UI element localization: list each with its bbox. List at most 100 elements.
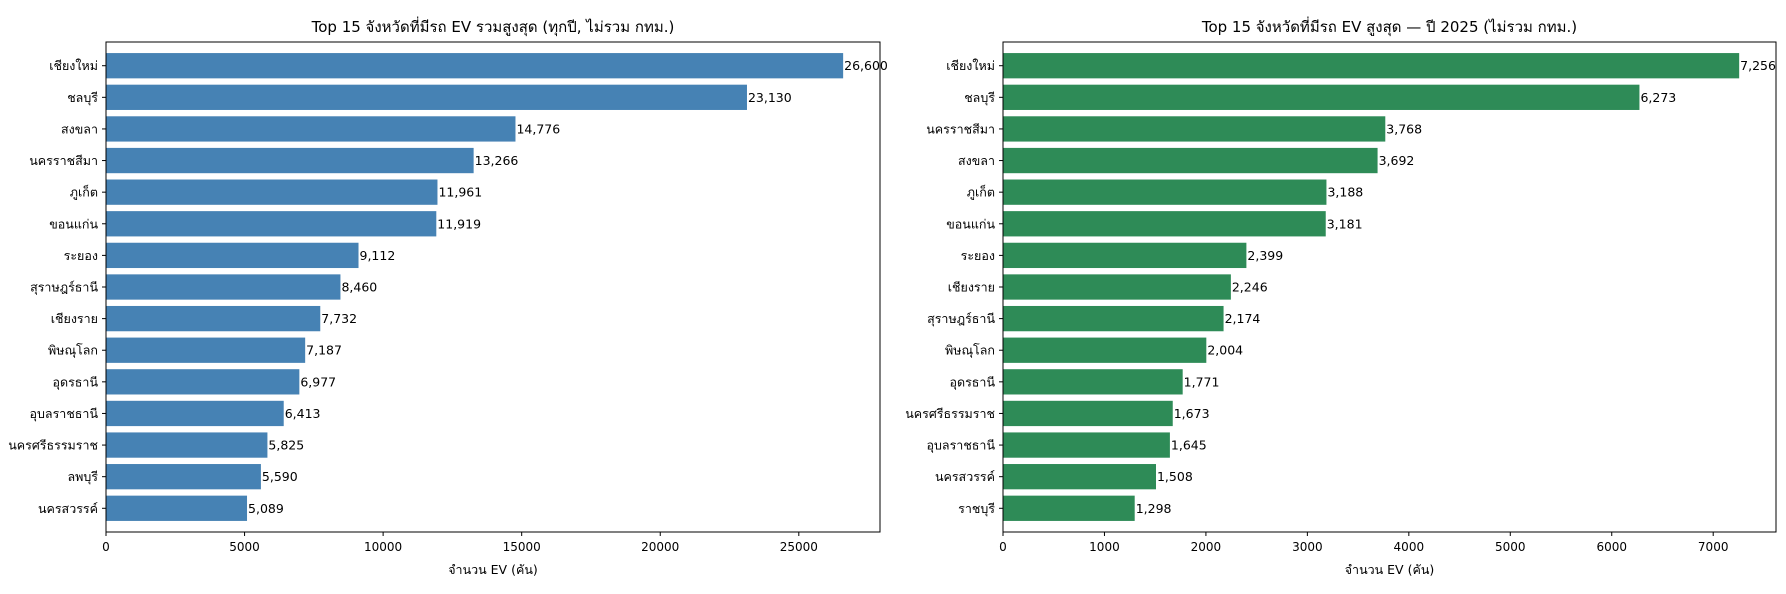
plot-frame <box>1002 41 1777 533</box>
y-tick-label: เชียงใหม่ <box>946 58 995 73</box>
y-tick-label: เชียงราย <box>948 280 995 295</box>
bar <box>1003 84 1640 110</box>
data-label: 2,004 <box>1207 343 1243 358</box>
y-tick-label: นครสวรรค์ <box>935 469 995 484</box>
y-tick-label: เชียงราย <box>51 311 98 326</box>
y-tick-label: ขอนแก่น <box>946 216 995 231</box>
bar <box>106 432 268 458</box>
y-tick-label: อุบลราชธานี <box>926 438 995 454</box>
bar <box>106 305 321 332</box>
bar <box>1003 211 1326 237</box>
chart-panel-total: Top 15 จังหวัดที่มีรถ EV รวมสูงสุด (ทุกป… <box>8 16 888 577</box>
plot-frame <box>105 41 881 533</box>
bar <box>106 116 516 142</box>
x-axis-label: จำนวน EV (คัน) <box>1345 562 1435 577</box>
y-tick-label: ภูเก็ต <box>70 185 98 201</box>
bar <box>1003 337 1207 363</box>
bar <box>1003 464 1156 490</box>
bar <box>1003 495 1135 521</box>
x-tick-label: 1000 <box>1089 540 1120 554</box>
y-tick-label: ลพบุรี <box>67 469 98 485</box>
y-tick-label: สงขลา <box>958 153 995 168</box>
bar <box>106 211 437 237</box>
y-tick-label: นครราชสีมา <box>926 121 995 136</box>
data-label: 3,188 <box>1327 185 1363 200</box>
bar <box>106 84 747 110</box>
x-tick-label: 20000 <box>641 540 679 554</box>
y-tick-label: อุดรธานี <box>52 374 98 390</box>
bar <box>1003 400 1173 427</box>
data-label: 3,181 <box>1327 216 1363 231</box>
data-label: 5,590 <box>262 469 298 484</box>
x-tick-label: 25000 <box>780 540 818 554</box>
y-tick-label: ราชบุรี <box>958 501 995 517</box>
y-tick-label: สงขลา <box>61 121 98 136</box>
data-label: 3,768 <box>1386 121 1422 136</box>
x-tick-label: 0 <box>102 540 110 554</box>
data-label: 5,089 <box>248 501 284 516</box>
bar <box>1003 274 1231 300</box>
y-tick-label: อุดรธานี <box>949 374 995 390</box>
y-tick-label: นครศรีธรรมราช <box>905 406 995 421</box>
y-tick-label: ชลบุรี <box>964 90 995 106</box>
x-tick-label: 10000 <box>364 540 402 554</box>
bar <box>106 369 300 395</box>
x-tick-label: 0 <box>999 540 1007 554</box>
bar <box>1003 116 1386 142</box>
data-label: 2,246 <box>1232 280 1268 295</box>
bar <box>106 147 474 174</box>
bar <box>1003 53 1740 79</box>
bar <box>106 495 248 521</box>
y-tick-label: เชียงใหม่ <box>49 58 98 73</box>
x-tick-label: 2000 <box>1191 540 1222 554</box>
x-axis-label: จำนวน EV (คัน) <box>448 562 538 577</box>
bar <box>1003 432 1170 458</box>
bar <box>106 400 284 427</box>
y-tick-label: นครสวรรค์ <box>38 501 98 516</box>
data-label: 3,692 <box>1379 153 1415 168</box>
y-tick-label: พิษณุโลก <box>945 343 995 359</box>
bar <box>1003 369 1183 395</box>
data-label: 5,825 <box>268 438 304 453</box>
x-tick-label: 4000 <box>1394 540 1425 554</box>
data-label: 1,673 <box>1174 406 1210 421</box>
y-tick-label: ระยอง <box>64 248 98 263</box>
data-label: 7,256 <box>1740 58 1776 73</box>
bar <box>1003 242 1247 269</box>
y-tick-label: ภูเก็ต <box>967 185 995 201</box>
bar <box>1003 305 1224 332</box>
bar <box>106 464 261 490</box>
x-tick-label: 15000 <box>503 540 541 554</box>
data-label: 6,413 <box>285 406 321 421</box>
bar <box>106 274 341 300</box>
bar <box>106 53 844 79</box>
data-label: 6,977 <box>300 374 336 389</box>
data-label: 13,266 <box>475 153 519 168</box>
data-label: 9,112 <box>360 248 396 263</box>
y-tick-label: อุบลราชธานี <box>29 406 98 422</box>
data-label: 14,776 <box>516 121 560 136</box>
bar <box>106 179 438 205</box>
bar <box>106 337 306 363</box>
bar <box>1003 147 1378 174</box>
data-label: 8,460 <box>341 280 377 295</box>
y-tick-label: นครศรีธรรมราช <box>8 438 98 453</box>
data-label: 1,645 <box>1171 438 1207 453</box>
data-label: 1,771 <box>1184 374 1220 389</box>
y-tick-label: นครราชสีมา <box>29 153 98 168</box>
chart-title: Top 15 จังหวัดที่มีรถ EV รวมสูงสุด (ทุกป… <box>311 16 675 37</box>
data-label: 1,298 <box>1136 501 1172 516</box>
x-tick-label: 6000 <box>1596 540 1627 554</box>
data-label: 1,508 <box>1157 469 1193 484</box>
data-label: 7,732 <box>321 311 357 326</box>
y-tick-label: พิษณุโลก <box>48 343 98 359</box>
chart-title: Top 15 จังหวัดที่มีรถ EV สูงสุด — ปี 202… <box>1201 16 1577 37</box>
x-tick-label: 7000 <box>1698 540 1729 554</box>
x-tick-label: 3000 <box>1292 540 1323 554</box>
chart-panel-2025: Top 15 จังหวัดที่มีรถ EV สูงสุด — ปี 202… <box>905 16 1777 577</box>
x-tick-label: 5000 <box>229 540 260 554</box>
bar <box>106 242 359 269</box>
y-tick-label: ระยอง <box>961 248 995 263</box>
